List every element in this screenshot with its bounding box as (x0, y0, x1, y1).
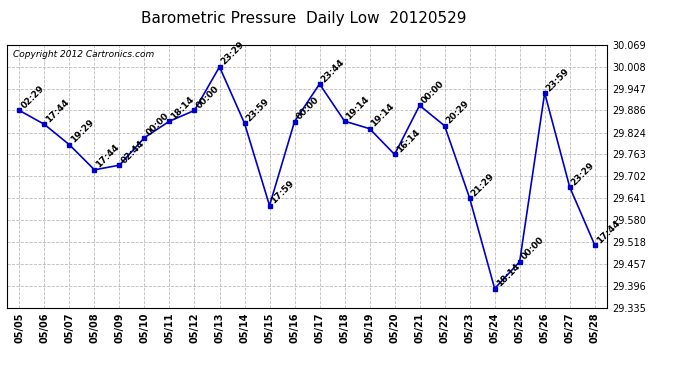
Text: 23:44: 23:44 (319, 57, 346, 84)
Text: 23:59: 23:59 (244, 97, 271, 123)
Text: 23:59: 23:59 (544, 66, 571, 93)
Text: 16:14: 16:14 (395, 128, 422, 154)
Text: 23:29: 23:29 (570, 160, 596, 187)
Text: 20:29: 20:29 (444, 99, 471, 126)
Text: 02:29: 02:29 (19, 84, 46, 111)
Text: 00:00: 00:00 (295, 95, 321, 122)
Text: 00:00: 00:00 (520, 236, 546, 262)
Text: 17:44: 17:44 (44, 98, 71, 124)
Text: 18:14: 18:14 (495, 262, 522, 288)
Text: 00:00: 00:00 (144, 111, 170, 138)
Text: 02:44: 02:44 (119, 138, 146, 165)
Text: 00:00: 00:00 (420, 79, 446, 105)
Text: 21:29: 21:29 (470, 171, 496, 198)
Text: 17:59: 17:59 (270, 179, 296, 206)
Text: 23:29: 23:29 (219, 40, 246, 67)
Text: 18:14: 18:14 (170, 94, 196, 121)
Text: 17:44: 17:44 (95, 143, 121, 170)
Text: Barometric Pressure  Daily Low  20120529: Barometric Pressure Daily Low 20120529 (141, 11, 466, 26)
Text: 17:44: 17:44 (595, 218, 622, 245)
Text: 00:00: 00:00 (195, 84, 221, 111)
Text: 19:14: 19:14 (344, 94, 371, 121)
Text: Copyright 2012 Cartronics.com: Copyright 2012 Cartronics.com (13, 50, 154, 59)
Text: 19:29: 19:29 (70, 118, 96, 145)
Text: 19:14: 19:14 (370, 102, 396, 129)
